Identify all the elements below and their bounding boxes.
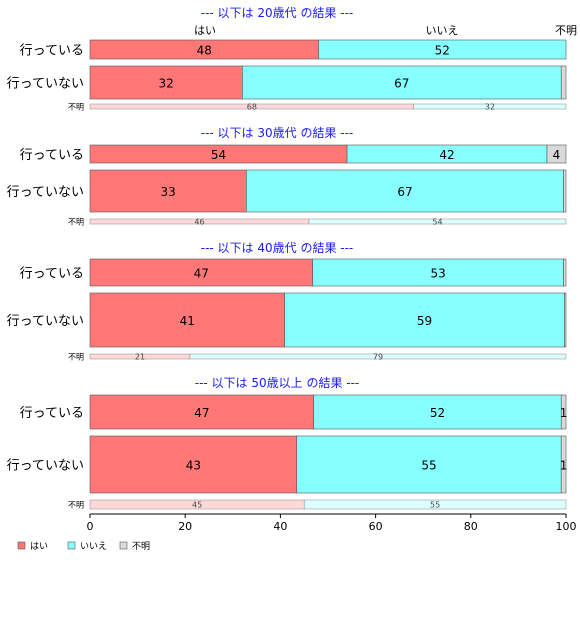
bar-segment-不明 [563, 258, 567, 287]
unknown-value-label: 21 [135, 353, 145, 362]
unknown-value-label: 45 [192, 501, 202, 510]
unknown-bar-segment-いいえ [189, 353, 567, 360]
row-label: 行っている [20, 406, 84, 421]
bar-segment-はい [89, 435, 298, 494]
x-tick-label: 100 [556, 520, 577, 533]
unknown-row-label: 不明 [68, 218, 84, 227]
panel-title: --- 以下は 20歳代 の結果 --- [201, 6, 354, 20]
top-category-label-unknown: 不明 [555, 24, 577, 37]
bar-value-label: 47 [194, 267, 209, 281]
unknown-value-label: 54 [432, 218, 442, 227]
x-tick-label: 0 [87, 520, 94, 533]
x-tick-label: 80 [464, 520, 478, 533]
row-label: 行っている [20, 44, 84, 59]
bar-value-label: 48 [197, 44, 212, 58]
bar-value-label: 52 [435, 44, 450, 58]
legend-label: はい [30, 541, 48, 552]
legend-swatch [67, 541, 76, 550]
bar-value-label: 4 [553, 148, 561, 162]
bar-segment-不明 [546, 144, 567, 164]
unknown-value-label: 68 [247, 103, 257, 112]
bar-value-label: 67 [397, 185, 412, 199]
bar-value-label: 47 [194, 406, 209, 420]
bar-value-label: 52 [430, 406, 445, 420]
legend-label: いいえ [80, 541, 107, 552]
bar-value-label: 1 [560, 459, 568, 473]
row-label: 行っていない [7, 77, 84, 92]
bar-value-label: 53 [430, 267, 445, 281]
unknown-value-label: 79 [373, 353, 383, 362]
bar-segment-不明 [560, 435, 567, 494]
top-category-label-no: いいえ [426, 24, 459, 37]
bar-segment-不明 [560, 394, 567, 430]
bar-value-label: 67 [394, 77, 409, 91]
bar-segment-いいえ [313, 394, 562, 430]
bar-segment-不明 [564, 292, 567, 348]
unknown-row-label: 不明 [68, 353, 84, 362]
unknown-bar-segment-いいえ [303, 499, 567, 510]
bar-value-label: 43 [186, 459, 201, 473]
unknown-value-label: 32 [485, 103, 495, 112]
bar-segment-いいえ [245, 169, 564, 213]
bar-value-label: 42 [439, 148, 454, 162]
bar-value-label: 59 [417, 314, 432, 328]
bar-segment-いいえ [284, 292, 565, 348]
bar-segment-はい [89, 258, 313, 287]
legend-label: 不明 [132, 541, 150, 552]
bar-value-label: 32 [159, 77, 174, 91]
x-tick-label: 60 [369, 520, 383, 533]
x-tick-label: 20 [178, 520, 192, 533]
bar-segment-いいえ [296, 435, 562, 494]
bar-segment-はい [89, 394, 315, 430]
bar-segment-不明 [560, 65, 567, 100]
bar-value-label: 55 [421, 459, 436, 473]
top-category-label-yes: はい [194, 24, 216, 37]
x-tick-label: 40 [273, 520, 287, 533]
row-label: 行っていない [7, 459, 84, 474]
row-label: 行っている [20, 267, 84, 282]
panel-title: --- 以下は 50歳以上 の結果 --- [195, 376, 360, 390]
unknown-bar-segment-いいえ [413, 103, 567, 110]
bar-value-label: 41 [180, 314, 195, 328]
legend-swatch [17, 541, 26, 550]
row-label: 行っている [20, 148, 84, 163]
unknown-value-label: 55 [430, 501, 440, 510]
bar-segment-不明 [563, 169, 567, 213]
bar-value-label: 33 [161, 185, 176, 199]
bar-segment-いいえ [318, 39, 567, 60]
legend-swatch [119, 541, 128, 550]
row-label: 行っていない [7, 314, 84, 329]
bar-segment-はい [89, 292, 285, 348]
bar-value-label: 1 [560, 406, 568, 420]
unknown-value-label: 46 [194, 218, 204, 227]
bar-segment-はい [89, 65, 243, 100]
unknown-row-label: 不明 [68, 103, 84, 112]
unknown-bar-segment-いいえ [308, 218, 567, 225]
bar-value-label: 54 [211, 148, 226, 162]
row-label: 行っていない [7, 185, 84, 200]
panel-title: --- 以下は 30歳代 の結果 --- [201, 126, 354, 140]
unknown-row-label: 不明 [68, 501, 84, 510]
panel-title: --- 以下は 40歳代 の結果 --- [201, 241, 354, 255]
